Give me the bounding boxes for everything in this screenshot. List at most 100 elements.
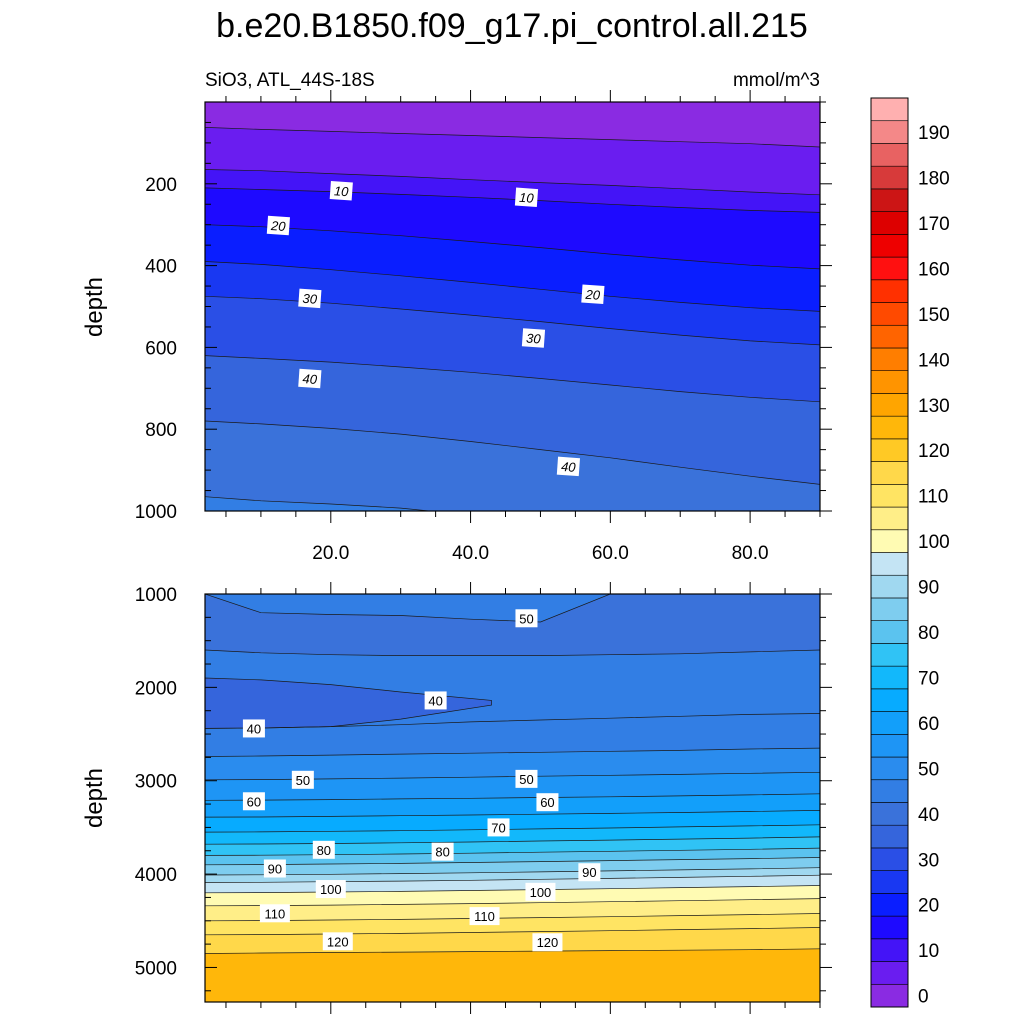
upper-axis-ticks: 200 400 600 800 1000 20.0 40.0 60.0 80.0 xyxy=(135,90,832,564)
lower-contour-line-100 xyxy=(205,885,820,894)
upper-contour-line-20 xyxy=(205,224,820,270)
colorbar-swatch xyxy=(870,665,909,690)
lower-contour-label-text: 50 xyxy=(519,611,533,626)
variable-label: SiO3, ATL_44S-18S xyxy=(205,70,375,91)
upper-contour-label-text: 40 xyxy=(561,459,577,475)
lower-contour-line-60 xyxy=(205,793,820,801)
colorbar-swatch xyxy=(870,279,909,303)
colorbar-swatch xyxy=(870,393,909,417)
colorbar-label: 190 xyxy=(918,123,950,144)
upper-contour-line-40 xyxy=(205,420,820,485)
colorbar-label: 120 xyxy=(918,441,950,462)
upper-contour-label-box xyxy=(521,328,546,348)
lower-ytick-label: 4000 xyxy=(135,865,177,886)
colorbar-label: 40 xyxy=(918,805,939,826)
upper-ytick-label: 400 xyxy=(145,257,177,278)
lower-ytick-label: 3000 xyxy=(135,772,177,793)
lower-contour-label-box xyxy=(469,907,500,926)
colorbar-swatch xyxy=(870,165,909,190)
colorbar-swatch xyxy=(870,802,909,826)
colorbar-swatch xyxy=(870,415,909,440)
upper-band-5 xyxy=(205,102,820,147)
upper-contour-label-text: 30 xyxy=(302,291,318,307)
colorbar-swatch xyxy=(870,529,909,553)
lower-contour-line-105 xyxy=(205,898,820,907)
lower-contour-labels: 50 40 40 50 50 60 60 70 80 80 90 90 100 100 110 110 120 1… xyxy=(242,609,601,952)
lower-contour-label: 90 xyxy=(263,859,286,878)
colorbar-label: 140 xyxy=(918,350,950,371)
upper-contour-line-25 xyxy=(205,261,820,312)
upper-contour-label-box xyxy=(329,181,353,201)
colorbar-label: 160 xyxy=(918,259,950,280)
lower-contour-label-box xyxy=(515,769,538,788)
lower-contour-label-text: 60 xyxy=(247,794,261,809)
upper-contour-line-35 xyxy=(205,355,820,403)
lower-contour-label-text: 90 xyxy=(268,861,282,876)
colorbar-label: 180 xyxy=(918,169,950,190)
lower-contour-label-box xyxy=(263,859,286,878)
lower-contour-label: 60 xyxy=(242,792,265,811)
lower-contour-label: 60 xyxy=(536,793,559,812)
colorbar-label: 20 xyxy=(918,896,939,917)
lower-contour-label-box xyxy=(536,793,559,812)
lower-contour-label-box xyxy=(431,842,454,861)
lower-contour-label-box xyxy=(525,882,556,901)
upper-xtick-label: 20.0 xyxy=(312,543,349,564)
lower-contour-lines xyxy=(205,594,820,954)
lower-contour-label-box xyxy=(315,880,346,899)
upper-y-axis-title: depth xyxy=(81,277,108,337)
upper-contour-label: 30 xyxy=(521,328,546,348)
lower-contour-line-75 xyxy=(205,836,820,845)
lower-contour-label: 50 xyxy=(291,770,314,789)
lower-contour-label: 90 xyxy=(578,863,601,882)
lower-contour-line-110 xyxy=(205,913,820,922)
lower-contour-label-box xyxy=(322,932,353,951)
colorbar-swatch xyxy=(870,552,909,576)
lower-contour-label: 110 xyxy=(469,907,500,926)
colorbar-swatch xyxy=(870,756,909,781)
lower-contour-label-text: 100 xyxy=(320,882,342,897)
lower-plot-frame xyxy=(204,593,821,1003)
upper-ytick-label: 1000 xyxy=(135,502,177,523)
lower-contour-label-box xyxy=(578,863,601,882)
colorbar-swatch xyxy=(870,347,909,372)
upper-contour-label: 30 xyxy=(298,288,322,309)
colorbar-swatch xyxy=(870,597,909,621)
lower-contour-line-80 xyxy=(205,847,820,856)
lower-contour-label-text: 100 xyxy=(530,885,552,900)
colorbar-label: 110 xyxy=(918,487,948,508)
lower-contour-label: 50 xyxy=(515,769,538,788)
lower-contour-line-95 xyxy=(205,874,820,883)
colorbar-swatch xyxy=(870,711,909,735)
upper-contour-label: 40 xyxy=(556,456,581,477)
lower-contour-label: 100 xyxy=(315,880,346,899)
lower-contour-label-box xyxy=(242,792,265,811)
lower-contour-line-90 xyxy=(205,867,820,876)
colorbar-swatch xyxy=(870,324,909,349)
colorbar-swatch xyxy=(870,620,909,644)
colorbar-frame xyxy=(870,97,909,1008)
upper-xtick-label: 40.0 xyxy=(452,543,489,564)
upper-contour-label-box xyxy=(298,368,322,389)
colorbar-swatch xyxy=(870,938,909,962)
lower-contour-label: 80 xyxy=(312,840,335,859)
upper-contour-label-text: 30 xyxy=(526,331,542,347)
lower-band-52 xyxy=(205,594,820,622)
colorbar-swatch xyxy=(870,211,909,235)
upper-contour-label-text: 20 xyxy=(270,218,287,234)
colorbar-swatch xyxy=(870,506,909,531)
colorbar-swatch xyxy=(870,688,909,712)
colorbar-swatch xyxy=(870,234,909,258)
colorbar-swatch xyxy=(870,893,909,917)
lower-contour-label-box xyxy=(259,904,290,923)
colorbar-swatch xyxy=(870,961,909,985)
lower-contour-label-text: 60 xyxy=(540,795,554,810)
upper-contour-label-box xyxy=(514,187,539,208)
lower-contour-label-text: 40 xyxy=(247,721,261,736)
lower-contour-label-text: 120 xyxy=(537,935,559,950)
colorbar-label: 70 xyxy=(918,668,939,689)
units-label: mmol/m^3 xyxy=(733,70,820,91)
upper-depth-panel: 10 10 20 20 30 30 40 40 200 400 600 800 1000 20.0 40.… xyxy=(81,90,832,564)
lower-contour-label-text: 80 xyxy=(317,843,331,858)
